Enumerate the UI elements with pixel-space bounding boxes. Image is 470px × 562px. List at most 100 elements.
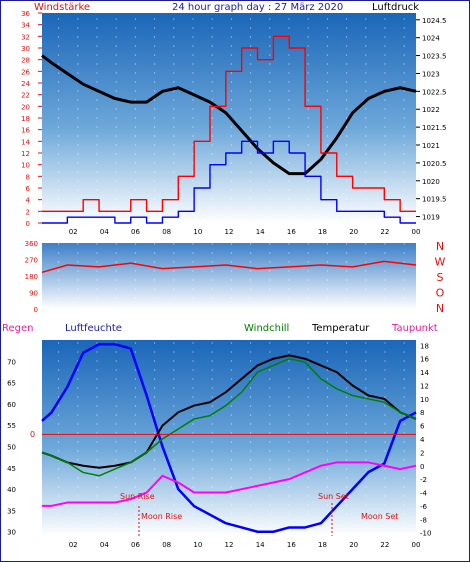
humidity-tick-label: 55 — [7, 422, 16, 430]
x-tick-label: 12 — [225, 541, 234, 549]
temperature-tick-label: -8 — [420, 516, 427, 524]
wind-tick-label: 34 — [21, 22, 30, 30]
x-tick-label: 04 — [100, 541, 109, 549]
humidity-tick-label: 40 — [7, 486, 16, 494]
pressure-tick-label: 1024 — [422, 35, 440, 43]
chart-title: 24 hour graph day : 27 März 2020 — [172, 2, 343, 13]
temperature-tick-label: -2 — [420, 476, 427, 484]
x-tick-label: 06 — [131, 541, 140, 549]
temperature-tick-label: 16 — [420, 356, 429, 364]
wind-tick-label: 18 — [21, 115, 30, 123]
wind-tick-label: 2 — [26, 208, 30, 216]
pressure-tick-label: 1020.5 — [422, 160, 447, 168]
direction-tick-label: 90 — [29, 290, 38, 298]
wind-tick-label: 4 — [26, 197, 31, 205]
series-luftfeuchte — [41, 343, 417, 533]
humidity-tick-label: 50 — [7, 444, 16, 452]
pressure-tick-label: 1023 — [422, 70, 440, 78]
series-temperatur — [41, 354, 417, 469]
pressure-tick-label: 1021.5 — [422, 124, 447, 132]
temperature-tick-label: -4 — [420, 490, 428, 498]
x-tick-label: 02 — [69, 228, 78, 236]
direction-letter: N — [436, 302, 444, 315]
x-tick-label: 16 — [287, 228, 296, 236]
sun-set-label: Sun Set — [318, 492, 349, 501]
pressure-tick-label: 1023.5 — [422, 53, 447, 61]
series-windrichtung — [41, 260, 417, 274]
regen-label: Regen — [2, 323, 34, 334]
x-tick-label: 04 — [100, 228, 109, 236]
wind-tick-label: 20 — [21, 103, 30, 111]
dewpoint-label: Taupunkt — [391, 323, 438, 334]
x-tick-label: 18 — [318, 541, 327, 549]
pressure-tick-label: 1019 — [422, 214, 440, 222]
pressure-tick-label: 1021 — [422, 142, 440, 150]
wind-tick-label: 10 — [21, 162, 30, 170]
direction-letter: W — [435, 256, 446, 269]
x-tick-label: 00 — [412, 228, 421, 236]
rain-zero-label: 0 — [30, 430, 35, 439]
humidity-tick-label: 65 — [7, 380, 16, 388]
pressure-axis-label: Luftdruck — [372, 2, 419, 13]
moon-rise-label: Moon Rise — [141, 512, 182, 521]
direction-letter: O — [436, 287, 445, 300]
humidity-tick-label: 35 — [7, 507, 16, 515]
pressure-tick-label: 1022 — [422, 106, 440, 114]
wind-tick-label: 6 — [26, 185, 31, 193]
wind-tick-label: 26 — [21, 68, 30, 76]
series-windstärke-mittel- — [42, 140, 416, 224]
x-tick-label: 02 — [69, 541, 78, 549]
wind-tick-label: 24 — [21, 80, 30, 88]
direction-letter: S — [437, 271, 444, 284]
x-tick-label: 14 — [256, 541, 265, 549]
x-tick-label: 12 — [225, 228, 234, 236]
x-tick-label: 08 — [162, 228, 171, 236]
direction-tick-label: 270 — [25, 257, 38, 265]
windchill-label: Windchill — [244, 323, 289, 334]
humidity-tick-label: 30 — [7, 529, 16, 537]
sun-rise-label: Sun Rise — [120, 492, 155, 501]
humidity-tick-label: 45 — [7, 465, 16, 473]
wind-tick-label: 12 — [21, 150, 30, 158]
pressure-tick-label: 1022.5 — [422, 88, 447, 96]
series-taupunkt — [42, 461, 417, 507]
direction-tick-label: 0 — [34, 306, 38, 314]
humidity-label: Luftfeuchte — [65, 323, 122, 334]
temperature-tick-label: 4 — [420, 436, 425, 444]
wind-axis-label: Windstärke — [34, 2, 90, 13]
moon-set-label: Moon Set — [361, 512, 398, 521]
x-tick-label: 22 — [380, 228, 389, 236]
x-tick-label: 22 — [380, 541, 389, 549]
x-tick-label: 20 — [349, 541, 358, 549]
wind-tick-label: 22 — [21, 92, 30, 100]
humidity-tick-label: 70 — [7, 358, 16, 366]
wind-tick-label: 0 — [26, 220, 30, 228]
x-tick-label: 10 — [193, 228, 202, 236]
temperature-tick-label: 2 — [420, 449, 424, 457]
temperature-tick-label: -6 — [420, 503, 428, 511]
wind-tick-label: 16 — [21, 127, 30, 135]
pressure-tick-label: 1020 — [422, 178, 440, 186]
panel-direction-grid — [42, 243, 416, 309]
x-tick-label: 20 — [349, 228, 358, 236]
series-windstärke-böen- — [42, 35, 416, 213]
x-tick-label: 08 — [162, 541, 171, 549]
x-tick-label: 00 — [412, 541, 421, 549]
x-tick-label: 18 — [318, 228, 327, 236]
x-tick-label: 14 — [256, 228, 265, 236]
temperature-tick-label: 14 — [420, 369, 429, 377]
direction-tick-label: 360 — [25, 240, 38, 248]
panel-temp-grid — [42, 340, 416, 536]
pressure-tick-label: 1024.5 — [422, 17, 447, 25]
x-tick-label: 10 — [193, 541, 202, 549]
temperature-tick-label: 6 — [420, 423, 425, 431]
wind-tick-label: 8 — [26, 173, 30, 181]
wind-tick-label: 30 — [21, 45, 30, 53]
wind-tick-label: 14 — [21, 138, 30, 146]
wind-tick-label: 28 — [21, 57, 30, 65]
series-luftdruck — [41, 54, 417, 176]
series-windchill — [41, 357, 417, 477]
direction-letter: N — [436, 240, 444, 253]
temperature-label: Temperatur — [311, 323, 370, 334]
